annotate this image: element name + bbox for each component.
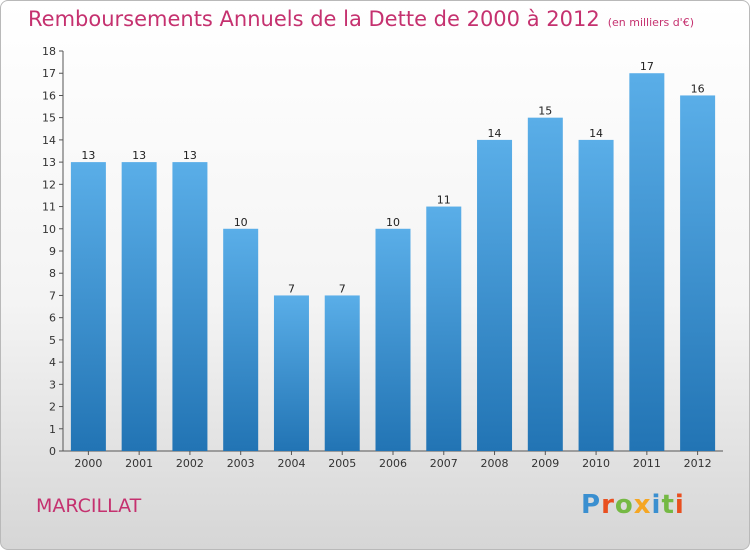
x-tick-label: 2009 [531,457,559,470]
bar-2007 [426,206,462,451]
y-tick-label: 8 [49,267,56,280]
bar-2002 [172,162,208,451]
x-tick-label: 2000 [74,457,102,470]
bar-2000 [70,162,106,451]
x-tick-label: 2005 [328,457,356,470]
y-tick-label: 4 [49,356,56,369]
y-tick-label: 16 [42,89,56,102]
value-label-2007: 11 [437,194,451,207]
y-tick-label: 6 [49,312,56,325]
value-label-2012: 16 [691,82,705,95]
x-tick-label: 2012 [684,457,712,470]
y-tick-label: 12 [42,178,56,191]
y-tick-label: 14 [42,134,56,147]
y-tick-label: 9 [49,245,56,258]
x-tick-label: 2006 [379,457,407,470]
chart-labels: 13 13 13 10 7 7 10 11 14 15 14 17 16 [81,60,704,295]
x-tick-label: 2008 [481,457,509,470]
y-tick-label: 7 [49,289,56,302]
y-tick-label: 13 [42,156,56,169]
chart-bars [70,73,716,452]
x-tick-label: 2010 [582,457,610,470]
logo-letter: i [674,490,685,520]
x-tick-label: 2011 [633,457,661,470]
chart-unit: (en milliers d'€) [607,16,694,29]
x-tick-label: 2004 [277,457,305,470]
y-tick-label: 2 [49,401,56,414]
logo-letter: P [581,490,602,520]
bar-2005 [324,295,360,451]
value-label-2000: 13 [81,149,95,162]
bar-2004 [273,295,309,451]
value-label-2001: 13 [132,149,146,162]
value-label-2004: 7 [288,282,295,295]
bar-2006 [375,228,411,451]
value-label-2006: 10 [386,216,400,229]
value-label-2003: 10 [234,216,248,229]
logo-letter: x [633,490,652,520]
y-tick-label: 15 [42,112,56,125]
y-tick-label: 1 [49,423,56,436]
bar-2003 [223,228,259,451]
chart-title: Remboursements Annuels de la Dette de 20… [28,7,694,31]
logo-letter: r [601,490,615,520]
bar-2012 [680,95,716,451]
value-label-2002: 13 [183,149,197,162]
bar-2001 [121,162,157,451]
chart-title-text: Remboursements Annuels de la Dette de 20… [28,7,600,31]
value-label-2010: 14 [589,127,603,140]
x-tick-label: 2007 [430,457,458,470]
x-tick-label: 2002 [176,457,204,470]
y-tick-label: 10 [42,223,56,236]
x-tick-label: 2001 [125,457,153,470]
y-tick-label: 0 [49,445,56,458]
y-tick-label: 17 [42,67,56,80]
x-tick-label: 2003 [227,457,255,470]
bar-2008 [477,139,513,451]
value-label-2011: 17 [640,60,654,73]
value-label-2009: 15 [538,105,552,118]
bar-2009 [527,117,563,452]
logo-letter: t [661,490,675,520]
y-tick-label: 3 [49,378,56,391]
value-label-2005: 7 [339,282,346,295]
y-tick-label: 11 [42,201,56,214]
city-name: MARCILLAT [36,495,142,517]
value-label-2008: 14 [488,127,502,140]
y-tick-label: 5 [49,334,56,347]
bar-2011 [629,73,665,451]
proxiti-logo: Proxiti [581,490,685,520]
y-tick-label: 18 [42,45,56,58]
logo-letter: o [614,490,634,520]
bar-2010 [578,139,614,451]
logo-letter: i [651,490,662,520]
